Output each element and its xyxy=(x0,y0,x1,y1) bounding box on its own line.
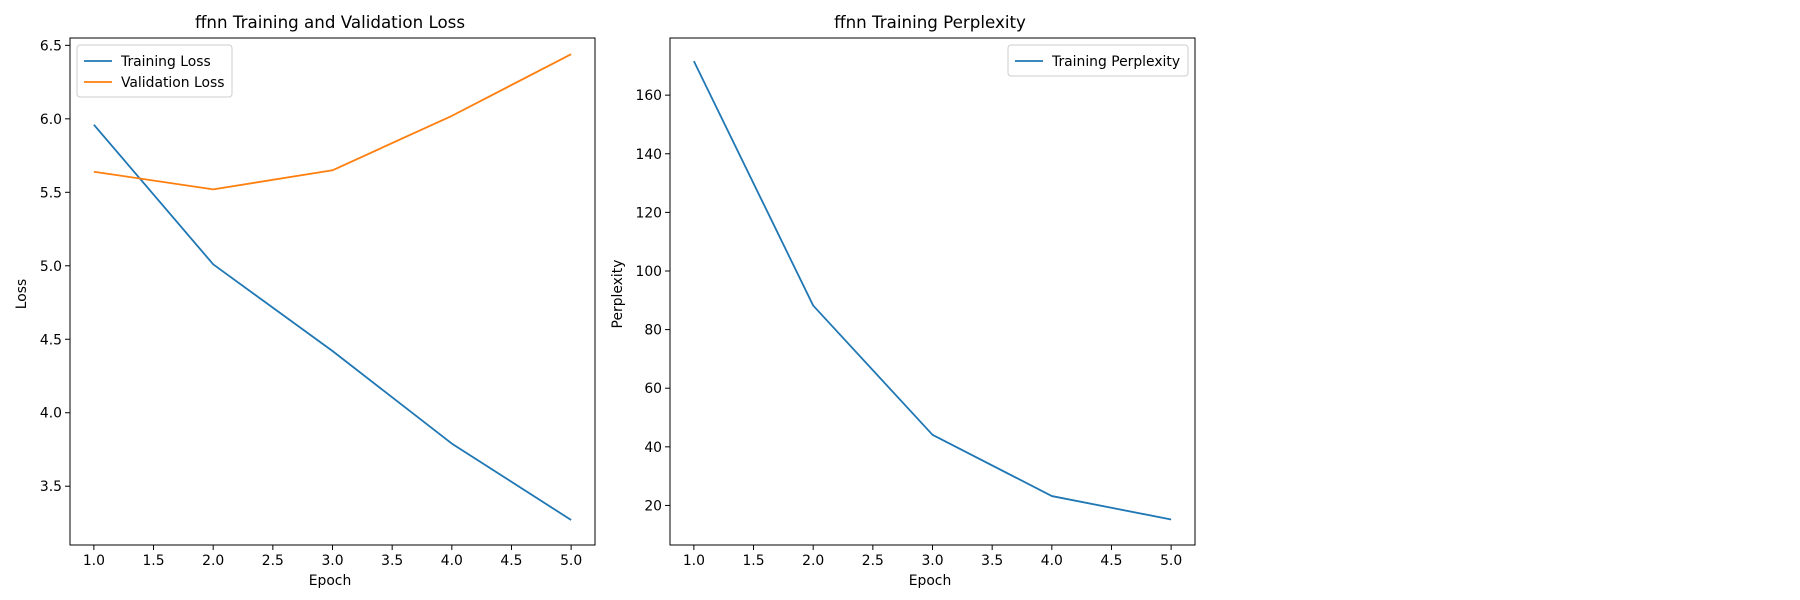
loss-chart-legend-box xyxy=(76,44,233,98)
loss-chart-title: ffnn Training and Validation Loss xyxy=(195,12,465,32)
perplexity-chart-legend-box xyxy=(1007,44,1189,77)
loss-chart-xtick-label: 4.5 xyxy=(500,553,522,569)
perplexity-chart-xtick-label: 3.0 xyxy=(921,553,943,569)
loss-chart-legend-label-0: Training Loss xyxy=(120,54,211,70)
loss-chart-series-line-1 xyxy=(93,53,572,191)
perplexity-chart-ytick-label: 100 xyxy=(635,264,662,280)
perplexity-chart-ytick-label: 80 xyxy=(644,323,662,339)
loss-chart-xtick-label: 1.0 xyxy=(83,553,105,569)
perplexity-chart-ytick-label: 40 xyxy=(644,440,662,456)
loss-chart-xtick-label: 3.0 xyxy=(321,553,343,569)
perplexity-chart-xtick-label: 2.0 xyxy=(802,553,824,569)
loss-chart-xtick-label: 2.5 xyxy=(262,553,284,569)
loss-chart-frame xyxy=(69,37,596,546)
loss-chart-xtick-label: 1.5 xyxy=(142,553,164,569)
loss-chart-xlabel: Epoch xyxy=(309,573,352,589)
loss-chart-ytick-label: 4.5 xyxy=(40,332,62,348)
loss-chart-ylabel: Loss xyxy=(14,279,30,309)
perplexity-chart-ytick-label: 60 xyxy=(644,381,662,397)
loss-chart-ytick-label: 5.5 xyxy=(40,185,62,201)
loss-chart: ffnn Training and Validation Loss 1.0 1.5… xyxy=(14,12,596,589)
loss-chart-legend: Training Loss Validation Loss xyxy=(76,44,233,98)
loss-chart-ytick-label: 6.0 xyxy=(40,112,62,128)
perplexity-chart-frame xyxy=(669,37,1196,546)
loss-chart-plot: 1.0 1.5 2.0 2.5 3.0 3.5 4.0 4.5 5.0 3.5 4.0 4.5 5.0 5… xyxy=(40,37,596,569)
perplexity-chart-ytick-label: 20 xyxy=(644,498,662,514)
perplexity-chart-xtick-label: 4.0 xyxy=(1041,553,1063,569)
loss-chart-legend-label-1: Validation Loss xyxy=(121,75,224,91)
perplexity-chart-xtick-label: 3.5 xyxy=(981,553,1003,569)
perplexity-chart-xtick-label: 5.0 xyxy=(1160,553,1182,569)
perplexity-chart-legend-label-0: Training Perplexity xyxy=(1051,54,1180,70)
perplexity-chart-series-line-0 xyxy=(693,60,1172,521)
perplexity-chart-ytick-label: 120 xyxy=(635,205,662,221)
loss-chart-xtick-label: 3.5 xyxy=(381,553,403,569)
loss-chart-xtick-label: 4.0 xyxy=(441,553,463,569)
loss-chart-xtick-label: 5.0 xyxy=(560,553,582,569)
perplexity-chart-ytick-label: 160 xyxy=(635,88,662,104)
loss-chart-ytick-label: 5.0 xyxy=(40,259,62,275)
loss-chart-ytick-label: 6.5 xyxy=(40,38,62,54)
perplexity-chart-xtick-label: 2.5 xyxy=(862,553,884,569)
perplexity-chart-xtick-label: 4.5 xyxy=(1100,553,1122,569)
perplexity-chart-legend: Training Perplexity xyxy=(1007,44,1189,77)
loss-chart-ytick-label: 3.5 xyxy=(40,479,62,495)
perplexity-chart-title: ffnn Training Perplexity xyxy=(834,12,1026,32)
loss-chart-xtick-label: 2.0 xyxy=(202,553,224,569)
perplexity-chart-xtick-label: 1.0 xyxy=(683,553,705,569)
perplexity-chart: ffnn Training Perplexity 1.0 1.5 2.0 2.5 3.0… xyxy=(610,12,1196,589)
perplexity-chart-ytick-label: 140 xyxy=(635,147,662,163)
perplexity-chart-plot: 1.0 1.5 2.0 2.5 3.0 3.5 4.0 4.5 5.0 20 40 60 80 100 12… xyxy=(635,37,1196,569)
perplexity-chart-ylabel: Perplexity xyxy=(610,260,626,329)
loss-chart-series-line-0 xyxy=(93,124,572,521)
perplexity-chart-xlabel: Epoch xyxy=(909,573,952,589)
loss-chart-ytick-label: 4.0 xyxy=(40,406,62,422)
perplexity-chart-xtick-label: 1.5 xyxy=(742,553,764,569)
